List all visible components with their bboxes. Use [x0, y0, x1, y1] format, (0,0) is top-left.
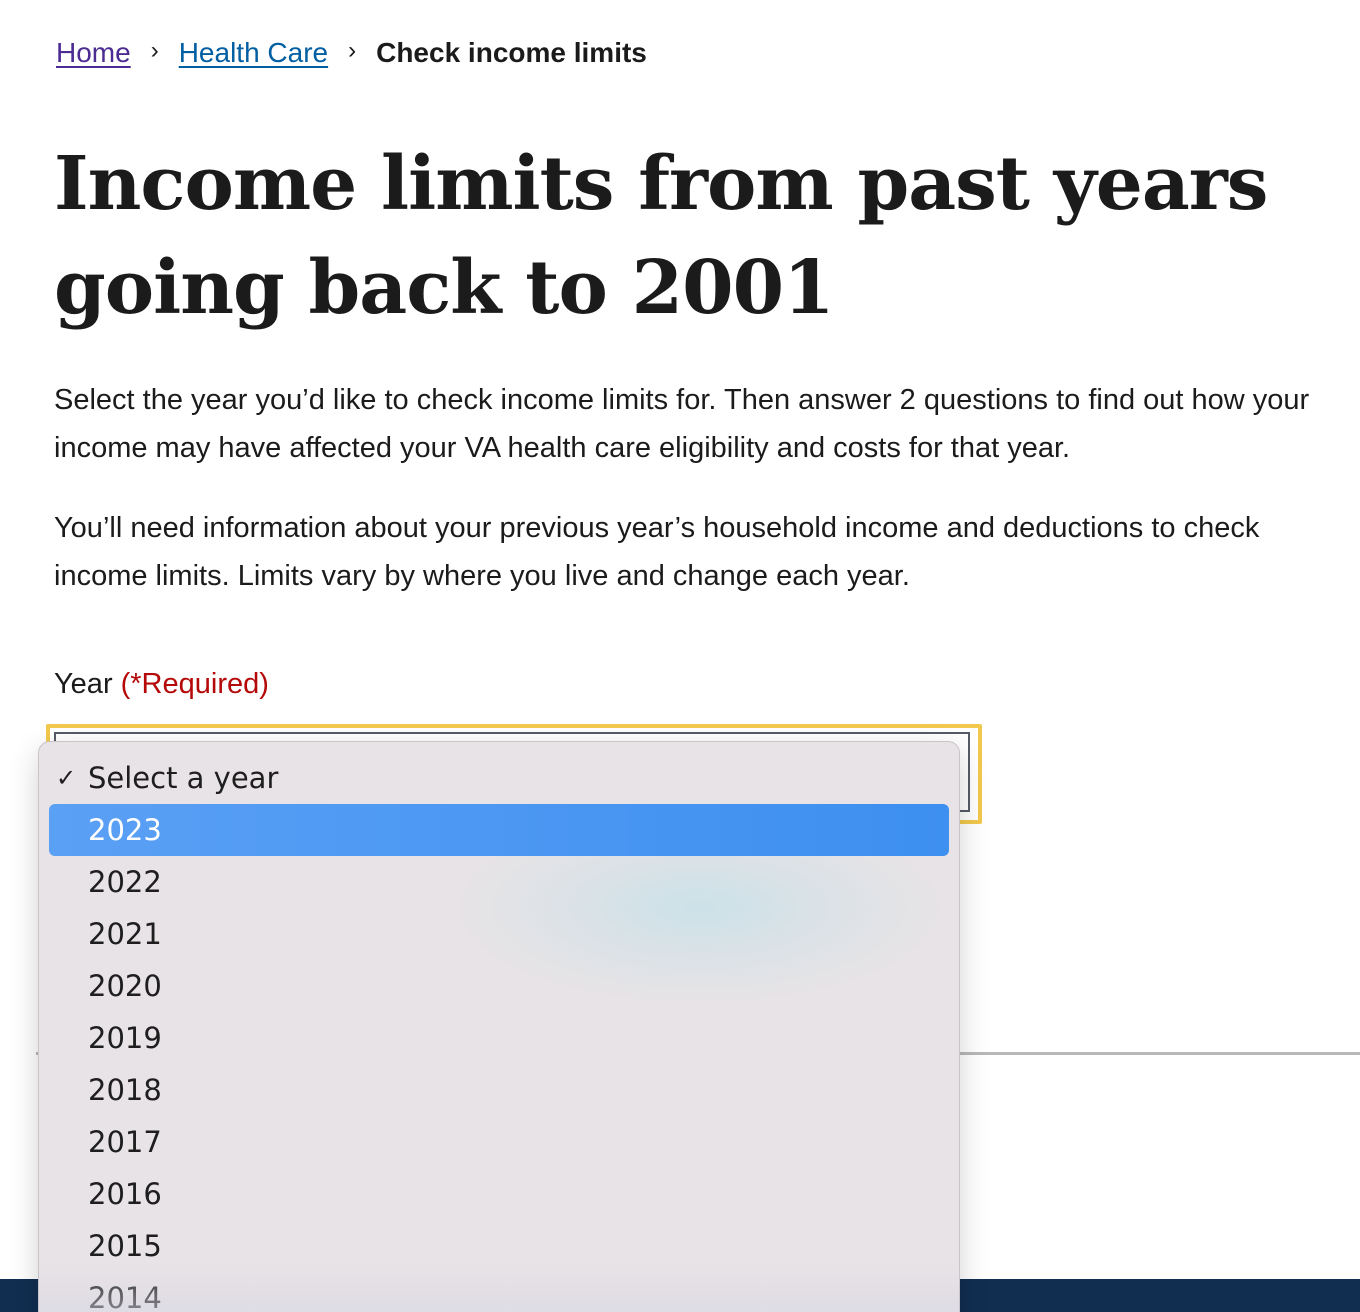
- option-label: 2019: [88, 1021, 162, 1055]
- option-label: Select a year: [88, 761, 279, 795]
- option-label: 2018: [88, 1073, 162, 1107]
- page-title: Income limits from past years going back…: [54, 141, 1268, 331]
- dropdown-option-2022[interactable]: 2022: [49, 856, 949, 908]
- dropdown-option-2021[interactable]: 2021: [49, 908, 949, 960]
- option-label: 2017: [88, 1125, 162, 1159]
- breadcrumb-separator: ›: [348, 37, 357, 64]
- intro-paragraph-2: You’ll need information about your previ…: [54, 512, 1260, 592]
- option-label: 2015: [88, 1229, 162, 1263]
- dropdown-option-2020[interactable]: 2020: [49, 960, 949, 1012]
- dropdown-option-2017[interactable]: 2017: [49, 1116, 949, 1168]
- option-label: 2016: [88, 1177, 162, 1211]
- option-label: 2021: [88, 917, 162, 951]
- dropdown-option-2016[interactable]: 2016: [49, 1168, 949, 1220]
- breadcrumb-home-link[interactable]: Home: [56, 37, 131, 68]
- checkmark-icon: ✓: [56, 764, 77, 792]
- option-label: 2023: [88, 813, 162, 847]
- year-dropdown-menu[interactable]: ✓ Select a year 2023 2022 2021 2020 2019…: [38, 741, 960, 1312]
- year-field-label: Year (*Required): [54, 664, 269, 704]
- dropdown-option-2018[interactable]: 2018: [49, 1064, 949, 1116]
- dropdown-option-2014[interactable]: 2014: [49, 1272, 949, 1312]
- option-label: 2014: [88, 1281, 162, 1312]
- dropdown-option-2015[interactable]: 2015: [49, 1220, 949, 1272]
- dropdown-option-2023[interactable]: 2023: [49, 804, 949, 856]
- dropdown-option-select-a-year[interactable]: ✓ Select a year: [49, 752, 949, 804]
- year-label-text: Year: [54, 668, 113, 700]
- breadcrumb-current-page: Check income limits: [376, 37, 647, 68]
- breadcrumb-health-care-link[interactable]: Health Care: [178, 37, 329, 68]
- breadcrumb-separator: ›: [150, 37, 159, 64]
- option-label: 2020: [88, 969, 162, 1003]
- option-label: 2022: [88, 865, 162, 899]
- dropdown-option-2019[interactable]: 2019: [49, 1012, 949, 1064]
- required-indicator: (*Required): [120, 668, 269, 700]
- intro-paragraph-1: Select the year you’d like to check inco…: [54, 384, 1310, 464]
- breadcrumb: Home › Health Care › Check income limits: [56, 34, 647, 72]
